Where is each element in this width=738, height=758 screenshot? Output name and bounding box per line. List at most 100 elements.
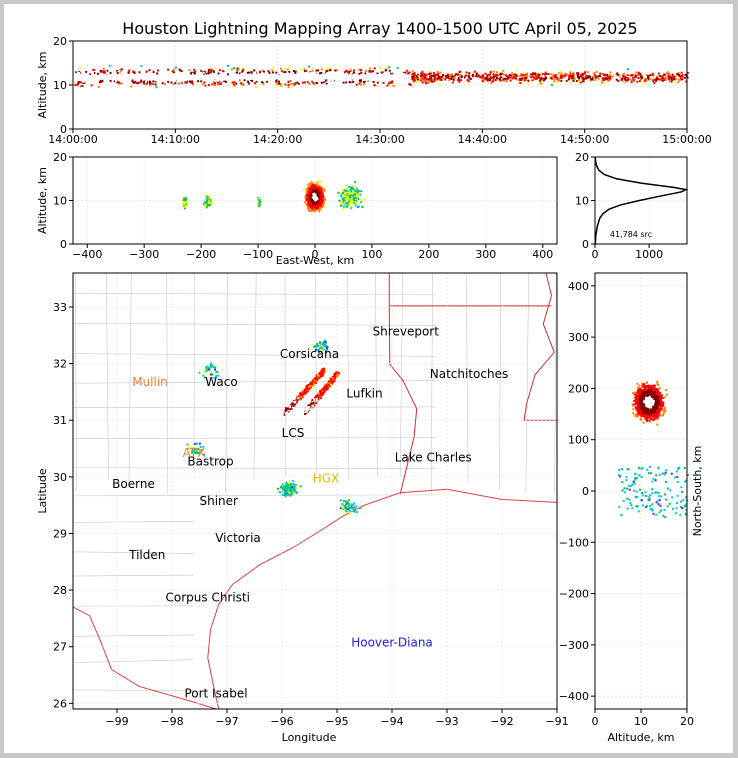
x-tick-label: 200	[418, 248, 439, 261]
source-mark	[312, 81, 315, 84]
source-mark	[280, 70, 283, 73]
source-mark	[262, 75, 265, 78]
source-mark	[621, 74, 624, 77]
source-mark	[291, 73, 294, 76]
source-mark	[205, 198, 208, 201]
source-mark	[237, 79, 240, 82]
source-mark	[311, 384, 314, 387]
source-mark	[95, 73, 97, 76]
source-mark	[119, 79, 122, 81]
source-mark	[357, 68, 360, 71]
source-mark	[129, 75, 132, 78]
source-mark	[258, 197, 261, 200]
source-mark	[239, 75, 242, 78]
source-mark	[673, 76, 675, 79]
source-mark	[348, 186, 351, 188]
source-mark	[193, 68, 196, 71]
source-mark	[444, 78, 447, 81]
source-mark	[571, 77, 573, 80]
source-mark	[388, 69, 391, 72]
source-mark	[318, 76, 321, 79]
source-mark	[90, 72, 93, 75]
source-mark	[352, 194, 355, 197]
source-mark	[430, 77, 432, 79]
source-mark	[564, 75, 566, 77]
source-mark	[430, 78, 433, 81]
source-mark	[90, 79, 93, 82]
source-mark	[354, 71, 357, 74]
source-mark	[307, 388, 310, 390]
source-mark	[131, 74, 134, 77]
source-mark	[303, 81, 306, 84]
source-mark	[552, 76, 554, 79]
source-mark	[587, 74, 590, 77]
source-mark	[188, 74, 190, 77]
x-tick-label: 14:50:00	[560, 133, 609, 146]
source-mark	[185, 204, 188, 207]
source-mark	[120, 68, 123, 71]
source-mark	[223, 78, 225, 81]
source-mark	[156, 77, 159, 80]
source-mark	[230, 68, 233, 71]
source-mark	[184, 71, 187, 74]
source-mark	[547, 73, 550, 76]
source-mark	[172, 71, 175, 74]
source-mark	[316, 181, 319, 184]
county-line	[73, 437, 437, 439]
source-mark	[89, 78, 92, 81]
source-mark	[243, 68, 246, 70]
source-mark	[390, 71, 393, 74]
source-mark	[669, 75, 672, 78]
source-mark	[203, 81, 206, 84]
source-mark	[675, 76, 678, 79]
source-mark	[268, 76, 271, 79]
source-mark	[677, 81, 680, 84]
source-mark	[317, 180, 320, 183]
source-mark	[484, 72, 487, 75]
source-mark	[156, 72, 159, 75]
source-mark	[639, 72, 642, 75]
source-mark	[168, 78, 171, 81]
source-mark	[362, 81, 365, 84]
county-line	[73, 406, 437, 408]
source-mark	[134, 73, 137, 76]
source-mark	[264, 79, 267, 82]
x-tick-label: 15:00:00	[662, 133, 711, 146]
source-mark	[366, 80, 369, 83]
source-mark	[440, 78, 443, 81]
source-mark	[582, 76, 585, 79]
source-mark	[463, 76, 466, 79]
source-mark	[303, 68, 306, 71]
source-mark	[408, 77, 411, 80]
source-mark	[203, 203, 205, 205]
source-mark	[350, 186, 353, 189]
source-mark	[537, 82, 540, 85]
source-mark	[285, 409, 288, 412]
source-mark	[660, 77, 663, 79]
source-mark	[509, 74, 511, 77]
source-mark	[78, 70, 81, 73]
source-mark	[212, 79, 215, 82]
source-mark	[309, 196, 312, 199]
source-mark	[633, 80, 635, 82]
source-mark	[483, 76, 486, 78]
source-mark	[315, 73, 318, 76]
source-mark	[291, 75, 294, 78]
source-mark	[349, 197, 352, 200]
source-mark	[107, 77, 110, 80]
source-mark	[401, 75, 404, 78]
source-mark	[309, 78, 312, 81]
source-mark	[248, 71, 251, 74]
source-mark	[272, 66, 275, 69]
source-mark	[238, 72, 241, 75]
source-mark	[653, 82, 656, 85]
source-mark	[234, 73, 237, 76]
source-mark	[459, 74, 462, 76]
source-mark	[197, 80, 200, 83]
source-mark	[424, 76, 427, 79]
source-mark	[560, 76, 563, 79]
source-mark	[554, 75, 557, 78]
source-mark	[373, 67, 376, 70]
source-mark	[182, 197, 185, 200]
source-mark	[332, 73, 335, 76]
